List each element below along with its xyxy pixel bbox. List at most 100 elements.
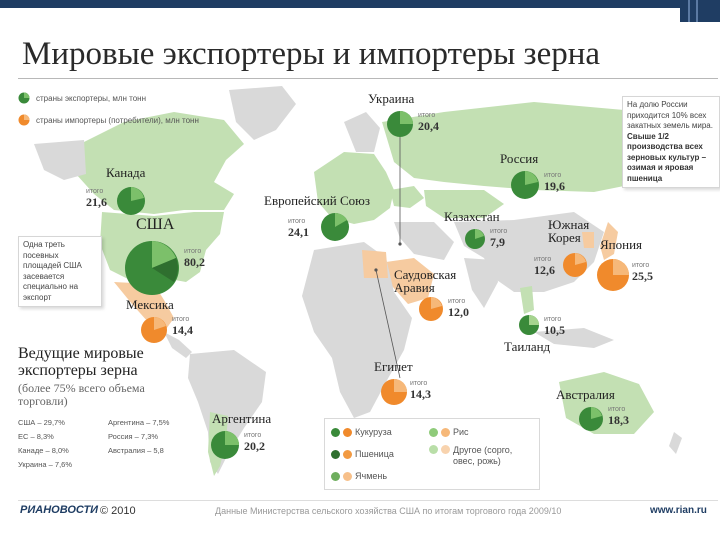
country-label-usa: США (136, 216, 175, 233)
pie-argentina (211, 431, 239, 459)
leaders-item: Канаде – 8,0% (18, 446, 69, 455)
note-russia-text-2: Свыше 1/2 производства всех зерновых кул… (627, 131, 707, 183)
country-value-australia: итого 18,3 (608, 406, 629, 427)
country-label-south-korea: Южная Корея (548, 217, 590, 245)
land-india (464, 258, 498, 308)
legend-importers-label: страны импортеры (потребители), млн тонн (36, 115, 199, 125)
country-label-mexico: Мексика (126, 297, 174, 312)
pie-canada (117, 187, 145, 215)
crop-legend-corn: Кукуруза (331, 427, 392, 437)
leaders-item: Аргентина – 7,5% (108, 418, 170, 427)
country-label-eu: Европейский Союз (264, 193, 371, 208)
crop-legend: Кукуруза Рис Пшеница Другое (сорго, овес… (324, 418, 540, 490)
exporter-legend-icon (18, 92, 30, 104)
pie-ukraine (387, 111, 413, 137)
land-indonesia (534, 328, 614, 348)
leaders-item: ЕС – 8,3% (18, 432, 54, 441)
country-value-kazakhstan: итого 7,9 (490, 228, 508, 249)
rice-export-icon (429, 427, 438, 437)
country-label-egypt: Египет (374, 359, 413, 374)
rice-import-icon (441, 427, 450, 437)
barley-export-icon (331, 471, 340, 481)
leaders-item: Украина – 7,6% (18, 460, 72, 469)
country-value-usa: итого 80,2 (184, 248, 205, 269)
land-thailand (520, 286, 534, 314)
leaders-heading: Ведущие мировые экспортеры зерна (18, 345, 144, 379)
country-value-saudi-arabia: итого 12,0 (448, 298, 469, 319)
land-kazakhstan (424, 190, 504, 218)
importer-legend-icon (18, 114, 30, 126)
land-europe (314, 152, 394, 224)
country-value-thailand: итого 10,5 (544, 316, 565, 337)
land-africa (302, 242, 412, 418)
country-label-saudi-arabia: Саудовская Аравия (394, 267, 457, 295)
pie-eu (321, 213, 349, 241)
country-label-kazakhstan: Казахстан (444, 209, 500, 224)
land-saudi-arabia (386, 258, 434, 304)
country-value-south-korea: итого 12,6 (534, 256, 555, 277)
country-label-canada: Канада (106, 165, 146, 180)
country-value-eu: итого 24,1 (288, 218, 309, 239)
pie-mexico (141, 317, 167, 343)
country-value-japan: итого 25,5 (632, 262, 653, 283)
note-russia: На долю России приходится 10% всех закат… (622, 96, 720, 188)
country-label-argentina: Аргентина (212, 411, 272, 426)
data-source: Данные Министерства сельского хозяйства … (215, 506, 562, 516)
title-divider (18, 78, 718, 79)
leaders-item: Австралия – 5,8 (108, 446, 164, 455)
crop-legend-wheat: Пшеница (331, 449, 394, 459)
pie-australia (579, 407, 603, 431)
land-central-america (164, 332, 192, 358)
land-middle-east (394, 222, 454, 260)
pie-usa (125, 241, 179, 295)
page-title: Мировые экспортеры и импортеры зерна (22, 36, 601, 72)
country-label-japan: Япония (600, 237, 643, 252)
land-canada (76, 112, 244, 214)
country-value-russia: итого 19,6 (544, 172, 565, 193)
corn-export-icon (331, 427, 340, 437)
leaders-item: Россия – 7,3% (108, 432, 159, 441)
land-scandinavia (344, 112, 380, 152)
country-label-ukraine: Украина (368, 91, 415, 106)
land-new-zealand (669, 432, 682, 454)
country-value-ukraine: итого 20,4 (418, 112, 439, 133)
note-russia-text-1: На долю России приходится 10% всех закат… (627, 100, 713, 130)
land-alaska (34, 140, 86, 180)
country-value-egypt: итого 14,3 (410, 380, 431, 401)
land-egypt (362, 250, 388, 278)
pie-japan (597, 259, 629, 291)
land-south-america (188, 350, 266, 474)
pie-kazakhstan (465, 229, 485, 249)
header-bar (0, 0, 720, 8)
legend-exporters-label: страны экспортеры, млн тонн (36, 93, 147, 103)
header-corner-ornament (680, 0, 720, 22)
legend-importers: страны импортеры (потребители), млн тонн (18, 114, 199, 126)
legend-exporters: страны экспортеры, млн тонн (18, 92, 146, 104)
copyright: © 2010 (100, 505, 136, 517)
wheat-export-icon (331, 449, 340, 459)
leaders-subheading: (более 75% всего объема торговли) (18, 381, 145, 408)
corn-import-icon (343, 427, 352, 437)
pie-thailand (519, 315, 539, 335)
pie-egypt (381, 379, 407, 405)
footer-divider (18, 500, 718, 501)
country-value-argentina: итого 20,2 (244, 432, 265, 453)
note-usa: Одна треть посевных площадей США засевае… (18, 236, 102, 307)
land-ukraine (390, 186, 424, 208)
land-japan (600, 222, 618, 260)
leaders-item: США – 29,7% (18, 418, 65, 427)
country-label-thailand: Таиланд (504, 339, 551, 354)
ria-novosti-logo: РИАНОВОСТИ (20, 504, 99, 516)
country-value-canada: итого 21,6 (86, 188, 107, 209)
wheat-import-icon (343, 449, 352, 459)
country-value-mexico: итого 14,4 (172, 316, 193, 337)
other-import-icon (441, 445, 450, 454)
other-export-icon (429, 445, 438, 454)
site-link[interactable]: www.rian.ru (650, 505, 707, 516)
country-label-australia: Австралия (556, 387, 615, 402)
crop-legend-barley: Ячмень (331, 471, 387, 481)
land-greenland (229, 86, 296, 140)
country-label-russia: Россия (500, 151, 539, 166)
barley-import-icon (343, 471, 352, 481)
land-south-korea (582, 232, 594, 248)
